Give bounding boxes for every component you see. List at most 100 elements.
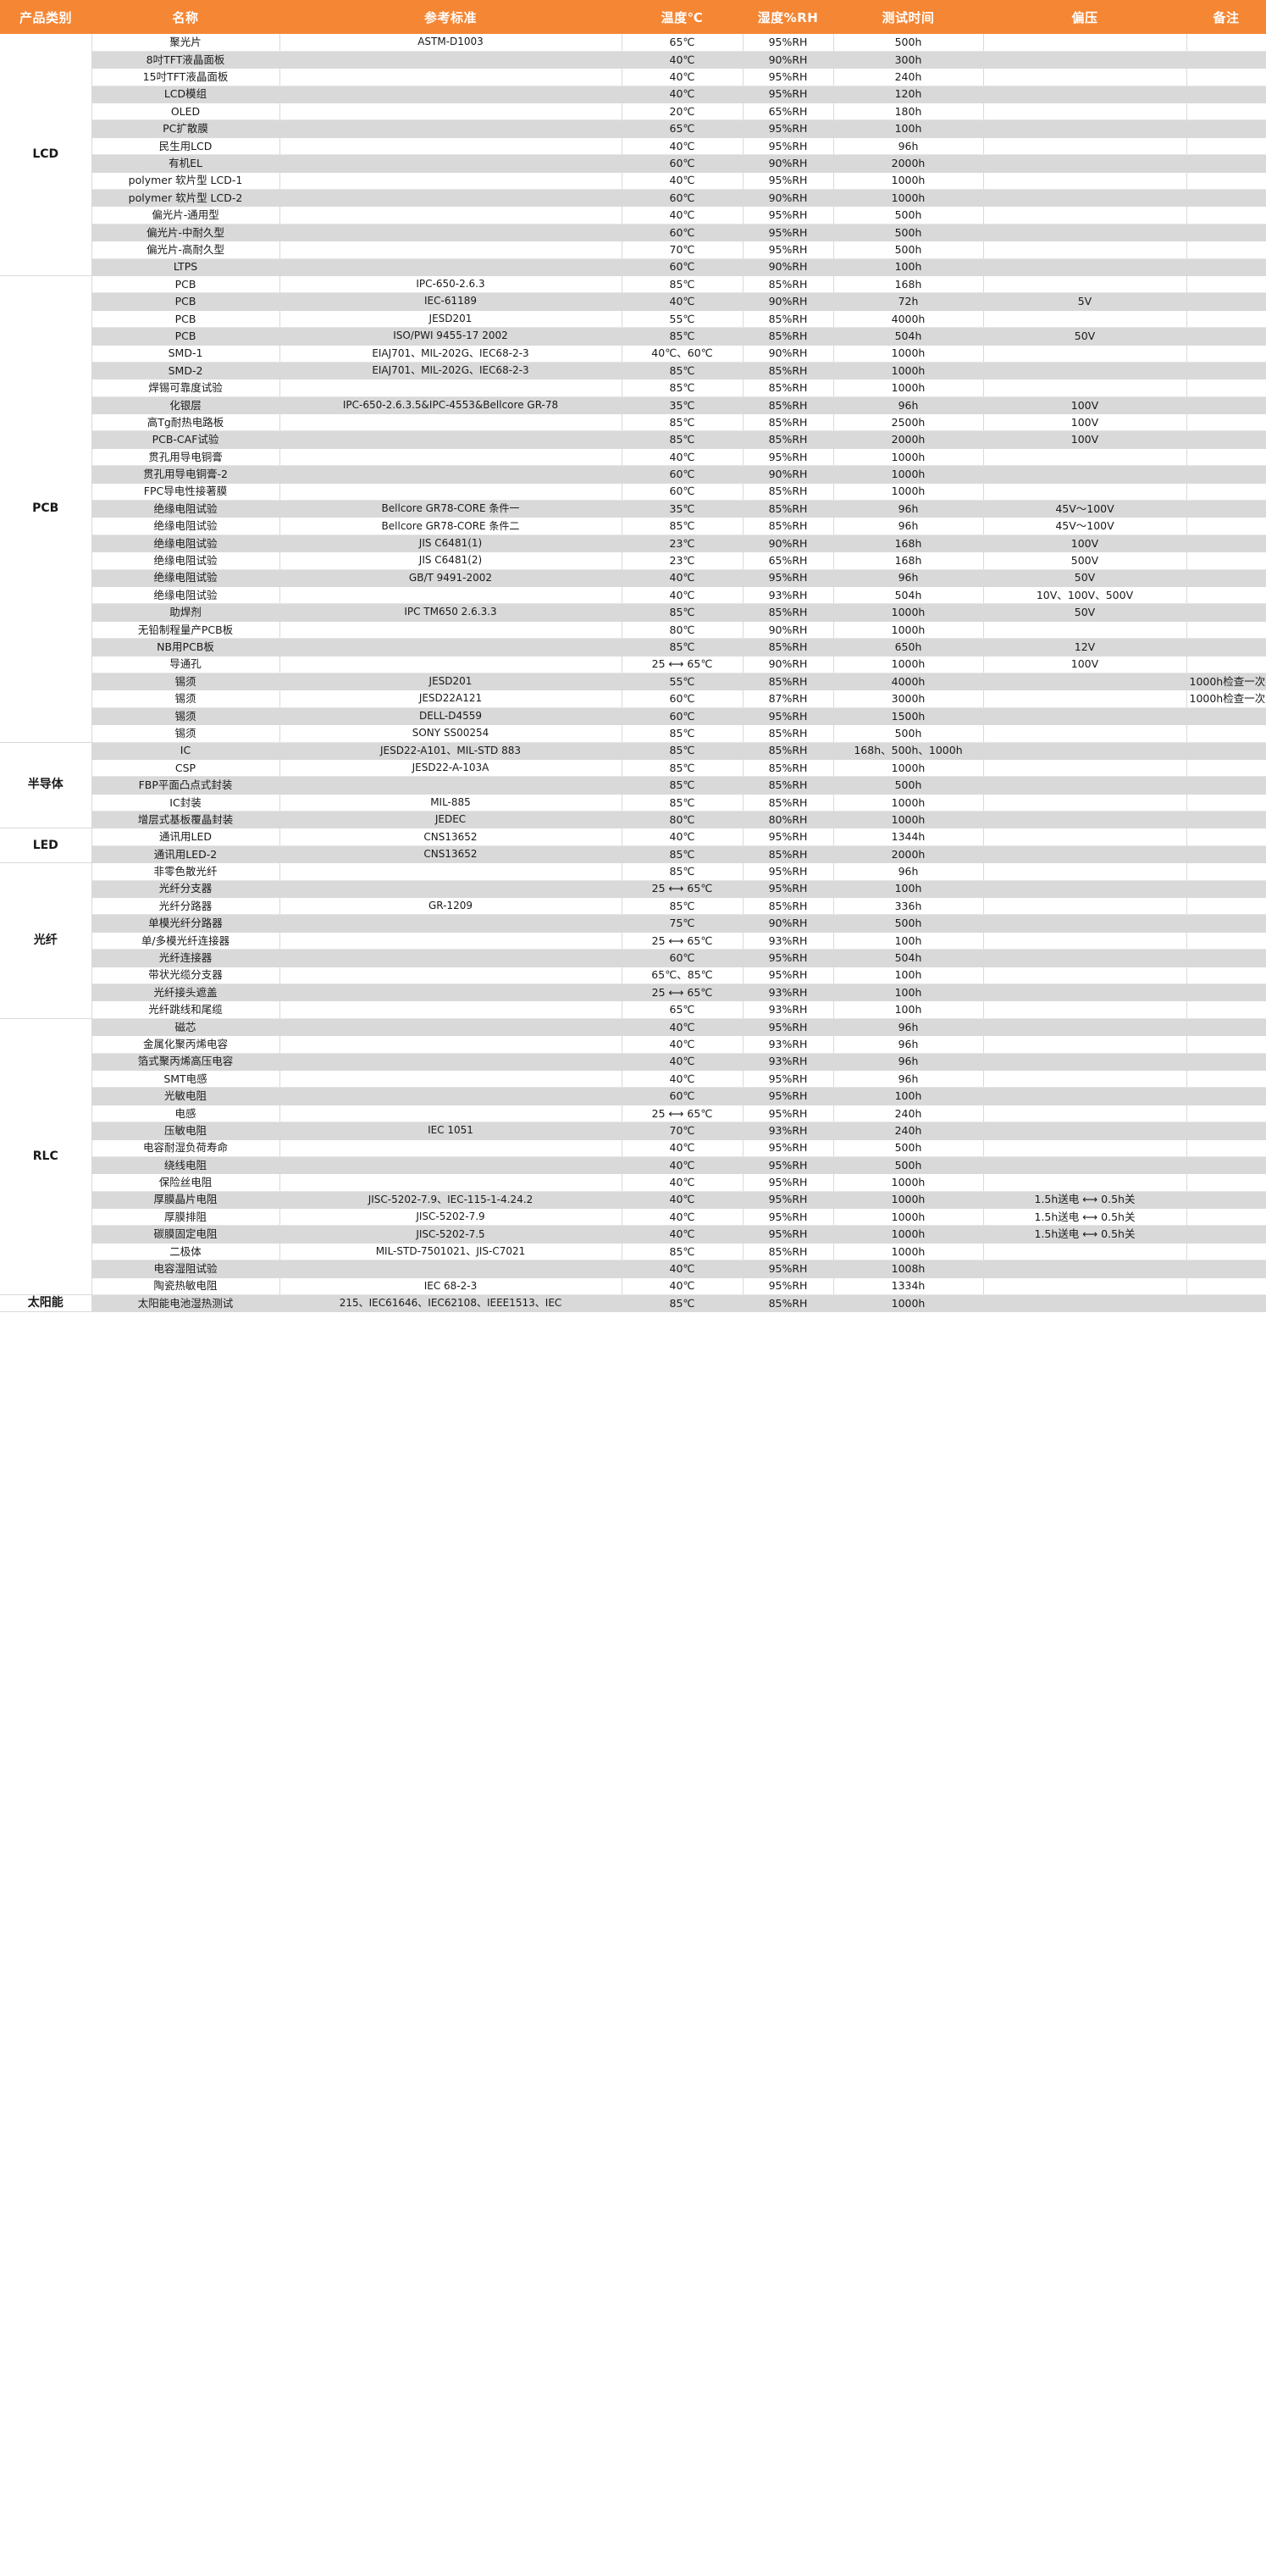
table-row: 光纤接头遮盖 25 ⟷ 65℃ 93%RH 100h <box>0 983 1266 1002</box>
cell-standard <box>279 1139 622 1157</box>
cell-standard <box>279 206 622 224</box>
cell-temperature: 40℃ <box>622 1191 744 1210</box>
cell-name: 偏光片-中耐久型 <box>91 224 280 242</box>
cell-duration: 96h <box>833 517 984 535</box>
category-cell: PCB <box>0 275 92 743</box>
cell-name: 厚膜排阻 <box>91 1208 280 1227</box>
cell-remark <box>1186 258 1266 276</box>
cell-duration: 500h <box>833 776 984 795</box>
cell-standard <box>279 1156 622 1175</box>
cell-name: 磁芯 <box>91 1018 280 1037</box>
cell-standard: CNS13652 <box>279 828 622 846</box>
cell-name: 箔式聚丙烯高压电容 <box>91 1053 280 1071</box>
cell-remark <box>1186 413 1266 432</box>
cell-duration: 100h <box>833 983 984 1002</box>
table-row: 陶瓷热敏电阻 IEC 68-2-3 40℃ 95%RH 1334h <box>0 1277 1266 1296</box>
table-row: 电容湿阻试验 40℃ 95%RH 1008h <box>0 1260 1266 1278</box>
table-row: PCB IEC-61189 40℃ 90%RH 72h 5V <box>0 292 1266 311</box>
table-row: 单/多模光纤连接器 25 ⟷ 65℃ 93%RH 100h <box>0 932 1266 950</box>
cell-humidity: 95%RH <box>743 949 834 967</box>
cell-humidity: 85%RH <box>743 1294 834 1313</box>
cell-duration: 504h <box>833 327 984 346</box>
table-row: IC封装 MIL-885 85℃ 85%RH 1000h <box>0 794 1266 812</box>
cell-bias <box>983 1294 1187 1313</box>
cell-humidity: 93%RH <box>743 1053 834 1071</box>
cell-bias <box>983 1053 1187 1071</box>
cell-temperature: 70℃ <box>622 1122 744 1140</box>
cell-temperature: 60℃ <box>622 690 744 708</box>
cell-humidity: 95%RH <box>743 119 834 138</box>
cell-bias <box>983 1156 1187 1175</box>
cell-temperature: 85℃ <box>622 1243 744 1261</box>
table-row: PCB PCB IPC-650-2.6.3 85℃ 85%RH 168h <box>0 275 1266 743</box>
cell-bias: 12V <box>983 638 1187 656</box>
cell-standard: IPC-650-2.6.3.5&IPC-4553&Bellcore GR-78 <box>279 396 622 415</box>
cell-humidity: 85%RH <box>743 794 834 812</box>
table-row: 锡须 JESD22A121 60℃ 87%RH 3000h 1000h检查一次 <box>0 690 1266 708</box>
cell-remark <box>1186 1191 1266 1210</box>
cell-standard: Bellcore GR78-CORE 条件二 <box>279 517 622 535</box>
cell-bias <box>983 932 1187 950</box>
cell-standard <box>279 379 622 397</box>
cell-temperature: 25 ⟷ 65℃ <box>622 983 744 1002</box>
cell-humidity: 95%RH <box>743 172 834 191</box>
cell-humidity: 85%RH <box>743 517 834 535</box>
cell-duration: 1000h <box>833 621 984 640</box>
cell-name: 陶瓷热敏电阻 <box>91 1277 280 1296</box>
cell-bias: 100V <box>983 656 1187 673</box>
cell-standard: JESD22-A101、MIL-STD 883 <box>279 742 622 760</box>
cell-bias <box>983 1087 1187 1105</box>
cell-humidity: 95%RH <box>743 1225 834 1244</box>
cell-remark <box>1186 362 1266 380</box>
cell-standard: IEC 68-2-3 <box>279 1277 622 1296</box>
cell-bias <box>983 1277 1187 1296</box>
table-row: 高Tg耐热电路板 85℃ 85%RH 2500h 100V <box>0 413 1266 432</box>
cell-name: CSP <box>91 759 280 778</box>
cell-temperature: 40℃ <box>622 586 744 605</box>
cell-remark <box>1186 1105 1266 1123</box>
cell-duration: 96h <box>833 1018 984 1037</box>
cell-name: LTPS <box>91 258 280 276</box>
cell-name: PCB-CAF试验 <box>91 430 280 449</box>
cell-remark <box>1186 897 1266 916</box>
table-row: 绝缘电阻试验 Bellcore GR78-CORE 条件一 35℃ 85%RH 96h 4… <box>0 500 1266 518</box>
cell-remark <box>1186 742 1266 760</box>
cell-humidity: 85%RH <box>743 742 834 760</box>
table-row: 光敏电阻 60℃ 95%RH 100h <box>0 1087 1266 1105</box>
cell-duration: 1334h <box>833 1277 984 1296</box>
cell-duration: 500h <box>833 914 984 933</box>
cell-humidity: 95%RH <box>743 1260 834 1278</box>
cell-remark <box>1186 1053 1266 1071</box>
cell-bias <box>983 776 1187 795</box>
cell-humidity: 95%RH <box>743 1191 834 1210</box>
cell-name: FPC导电性接著膜 <box>91 483 280 501</box>
cell-temperature: 80℃ <box>622 621 744 640</box>
cell-temperature: 40℃ <box>622 1035 744 1054</box>
cell-duration: 120h <box>833 86 984 104</box>
cell-name: 金属化聚丙烯电容 <box>91 1035 280 1054</box>
cell-standard <box>279 68 622 86</box>
cell-temperature: 85℃ <box>622 742 744 760</box>
column-header-temperature: 温度℃ <box>622 0 743 34</box>
cell-temperature: 80℃ <box>622 811 744 829</box>
cell-remark <box>1186 949 1266 967</box>
table-row: SMD-1 EIAJ701、MIL-202G、IEC68-2-3 40℃、60℃ 90… <box>0 345 1266 363</box>
cell-temperature: 40℃ <box>622 1139 744 1157</box>
cell-standard: ISO/PWI 9455-17 2002 <box>279 327 622 346</box>
cell-standard <box>279 86 622 104</box>
cell-humidity: 95%RH <box>743 569 834 588</box>
cell-bias <box>983 224 1187 242</box>
cell-standard <box>279 949 622 967</box>
cell-humidity: 93%RH <box>743 1000 834 1019</box>
cell-temperature: 65℃ <box>622 34 744 52</box>
cell-duration: 96h <box>833 137 984 156</box>
cell-temperature: 60℃ <box>622 465 744 484</box>
cell-humidity: 85%RH <box>743 845 834 864</box>
cell-bias: 100V <box>983 396 1187 415</box>
cell-name: 锡须 <box>91 690 280 708</box>
cell-temperature: 85℃ <box>622 759 744 778</box>
cell-bias <box>983 86 1187 104</box>
table-row: 增层式基板覆晶封装 JEDEC 80℃ 80%RH 1000h <box>0 811 1266 829</box>
cell-bias <box>983 707 1187 726</box>
cell-standard <box>279 137 622 156</box>
